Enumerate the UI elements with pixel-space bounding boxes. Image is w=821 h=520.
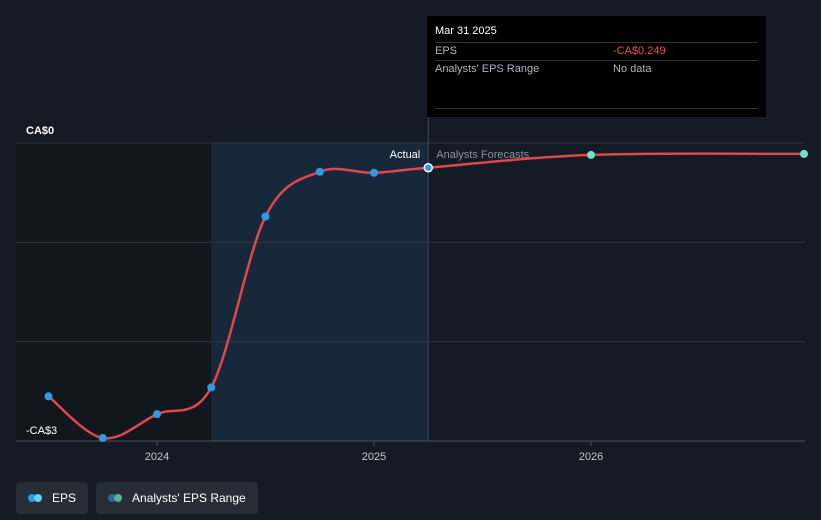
eps-points	[44, 149, 808, 443]
x-tick-label-1: 2025	[362, 451, 386, 463]
tooltip: Mar 31 2025 EPS -CA$0.249 Analysts' EPS …	[427, 16, 766, 117]
tooltip-row-range: Analysts' EPS Range No data	[435, 61, 758, 78]
eps-point-3	[207, 383, 216, 392]
eps-point-selected	[423, 162, 433, 173]
y-tick-label-bottom: -CA$3	[26, 425, 57, 437]
eps-point-0	[44, 392, 53, 401]
eps-point-6	[370, 168, 378, 177]
x-tick-label-0: 2024	[145, 451, 169, 463]
eps-point-4	[261, 212, 270, 221]
legend: EPS Analysts' EPS Range	[16, 482, 258, 514]
eps-forecast-point-1	[800, 149, 808, 158]
region-label-actual: Actual	[390, 149, 421, 161]
tooltip-eps-value: -CA$0.249	[613, 45, 666, 57]
legend-range-dots-icon	[108, 494, 124, 502]
eps-point-1	[98, 434, 107, 443]
legend-item-eps-range[interactable]: Analysts' EPS Range	[96, 482, 258, 514]
eps-series-line	[47, 152, 806, 440]
tooltip-range-value: No data	[613, 63, 652, 75]
y-tick-label-top: CA$0	[26, 125, 54, 137]
eps-point-5	[315, 167, 324, 176]
tooltip-divider	[435, 108, 758, 109]
tooltip-date: Mar 31 2025	[435, 24, 758, 43]
tooltip-range-label: Analysts' EPS Range	[435, 63, 540, 75]
eps-forecast-point-0	[587, 150, 595, 159]
x-axis-ticks: 2024 2025 2026	[145, 441, 603, 463]
tooltip-eps-label: EPS	[435, 45, 458, 57]
legend-eps-label: EPS	[52, 491, 77, 505]
eps-point-2	[153, 410, 161, 419]
gridlines	[16, 142, 805, 442]
legend-range-label: Analysts' EPS Range	[132, 491, 246, 505]
past-region	[16, 143, 212, 441]
x-tick-label-2: 2026	[579, 451, 603, 463]
legend-eps-dots-icon	[28, 494, 44, 502]
region-label-forecast: Analysts Forecasts	[436, 149, 529, 161]
tooltip-row-eps: EPS -CA$0.249	[435, 43, 758, 61]
actual-highlight-region	[211, 143, 429, 441]
legend-item-eps[interactable]: EPS	[16, 482, 89, 514]
